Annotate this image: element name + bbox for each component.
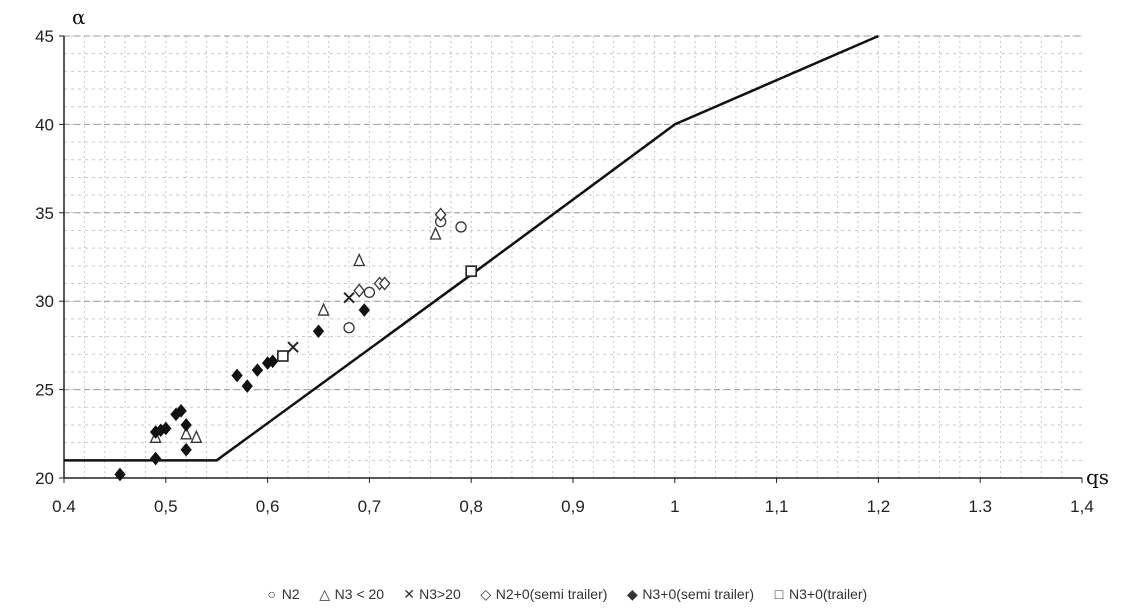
legend-label: N3+0(semi trailer) bbox=[642, 586, 755, 602]
data-point-series-6 bbox=[465, 265, 478, 277]
x-tick-label: 0,7 bbox=[358, 497, 382, 516]
legend-item: ✕ N3>20 bbox=[402, 586, 461, 603]
legend-item: △ N3 < 20 bbox=[318, 586, 384, 603]
data-point-series-5 bbox=[175, 404, 187, 418]
x-tick-label: 0.4 bbox=[52, 497, 76, 516]
data-point-series-3 bbox=[287, 341, 299, 353]
data-point-series-2 bbox=[190, 429, 203, 443]
x-tick-label: 0,6 bbox=[256, 497, 280, 516]
legend-label: N3 < 20 bbox=[334, 586, 385, 602]
legend-label: N2+0(semi trailer) bbox=[495, 586, 608, 602]
y-tick-label: 20 bbox=[35, 469, 54, 488]
data-point-series-1 bbox=[455, 221, 467, 233]
data-point-series-5 bbox=[180, 418, 192, 432]
x-axis-title: qs bbox=[1086, 465, 1109, 489]
legend-marker-icon: ◇ bbox=[480, 586, 492, 602]
data-point-series-5 bbox=[267, 354, 279, 369]
x-tick-label: 1,1 bbox=[765, 497, 789, 516]
x-tick-label: 1,4 bbox=[1070, 497, 1094, 516]
data-point-series-5 bbox=[114, 467, 126, 482]
data-point-series-5 bbox=[231, 368, 243, 383]
y-tick-label: 35 bbox=[35, 204, 54, 223]
legend-marker-icon: ◆ bbox=[627, 586, 638, 602]
x-tick-label: 0,5 bbox=[154, 497, 178, 516]
data-point-series-4 bbox=[378, 276, 391, 291]
data-point-series-2 bbox=[429, 226, 442, 240]
data-points bbox=[114, 207, 478, 482]
legend-label: N3+0(trailer) bbox=[789, 586, 868, 602]
data-point-series-2 bbox=[353, 252, 366, 267]
legend: ○ N2 △ N3 < 20 ✕ N3>20 ◇ N2+0(semi trailer) ◆ N3+… bbox=[0, 586, 1132, 603]
data-point-series-5 bbox=[180, 442, 192, 457]
legend-label: N2 bbox=[281, 586, 300, 602]
legend-item: ◆ N3+0(semi trailer) bbox=[625, 586, 754, 603]
data-point-series-2 bbox=[317, 302, 330, 316]
x-tick-label: 1.3 bbox=[968, 497, 992, 516]
data-point-series-5 bbox=[312, 324, 325, 339]
data-point-series-5 bbox=[358, 303, 370, 317]
data-point-series-3 bbox=[343, 291, 355, 304]
legend-marker-icon: □ bbox=[774, 586, 784, 602]
x-tick-label: 1 bbox=[670, 497, 679, 516]
x-tick-label: 0,8 bbox=[459, 497, 483, 516]
data-point-series-4 bbox=[353, 283, 366, 298]
grid bbox=[63, 35, 1082, 479]
y-axis-title: α bbox=[72, 5, 86, 29]
data-point-series-1 bbox=[343, 322, 355, 334]
y-tick-label: 40 bbox=[35, 115, 54, 134]
legend-item: ◇ N2+0(semi trailer) bbox=[479, 586, 608, 603]
data-point-series-1 bbox=[363, 286, 376, 299]
data-point-series-5 bbox=[241, 379, 253, 393]
data-point-series-6 bbox=[277, 350, 289, 362]
legend-marker-icon: ○ bbox=[267, 586, 276, 602]
data-point-series-5 bbox=[251, 363, 264, 377]
legend-marker-icon: △ bbox=[319, 586, 331, 602]
data-point-series-2 bbox=[180, 426, 193, 440]
y-tick-label: 30 bbox=[35, 292, 54, 311]
y-tick-label: 25 bbox=[35, 381, 54, 400]
tick-labels: 0.4 0,5 0,6 0,7 0,8 0,9 1 1,1 1,2 1.3 1,4 20 25 30 35 4… bbox=[35, 27, 1094, 516]
x-tick-label: 1,2 bbox=[867, 497, 891, 516]
data-point-series-5 bbox=[160, 421, 172, 436]
data-point-series-5 bbox=[149, 451, 162, 466]
legend-label: N3>20 bbox=[419, 586, 461, 602]
legend-item: ○ N2 bbox=[265, 586, 300, 602]
x-tick-label: 0,9 bbox=[561, 497, 585, 516]
data-point-series-4 bbox=[434, 207, 447, 222]
legend-marker-icon: ✕ bbox=[403, 586, 415, 602]
y-tick-label: 45 bbox=[35, 27, 54, 46]
legend-item: □ N3+0(trailer) bbox=[772, 586, 867, 602]
